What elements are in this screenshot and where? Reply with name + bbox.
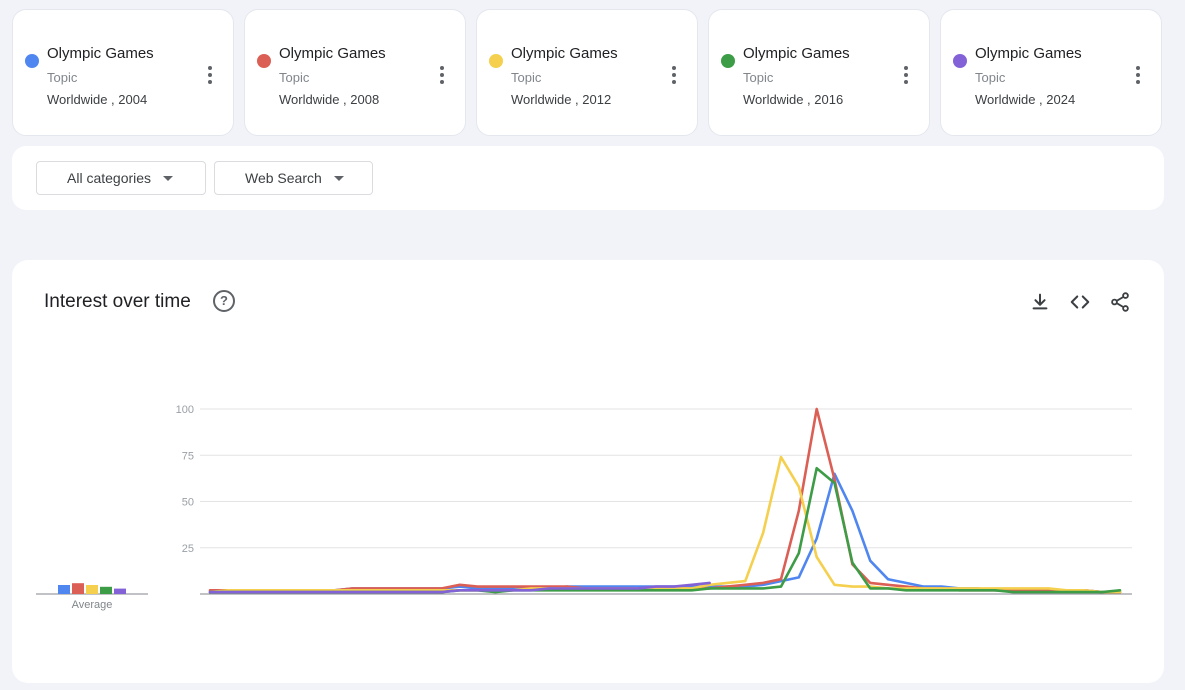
series-line [208, 466, 1122, 594]
term-card[interactable]: Olympic Games Topic Worldwide , 2024 [940, 9, 1162, 136]
category-dropdown-label: All categories [67, 170, 152, 186]
term-region-period: Worldwide , 2004 [47, 92, 148, 107]
term-name: Olympic Games [511, 45, 618, 62]
filter-bar: All categories Web Search [12, 146, 1164, 210]
y-tick-label: 75 [182, 450, 194, 462]
chevron-down-icon [163, 175, 174, 181]
term-type: Topic [743, 70, 774, 85]
category-dropdown[interactable]: All categories [36, 161, 206, 195]
search-type-dropdown-label: Web Search [245, 170, 322, 186]
term-type: Topic [47, 70, 78, 85]
compare-section: Olympic Games Topic Worldwide , 2004 Olympi… [0, 0, 1185, 233]
term-region-period: Worldwide , 2008 [279, 92, 380, 107]
term-card[interactable]: Olympic Games Topic Worldwide , 2012 [476, 9, 698, 136]
series-color-dot [25, 54, 39, 68]
term-type: Topic [975, 70, 1006, 85]
average-bar [72, 583, 84, 594]
term-name: Olympic Games [279, 45, 386, 62]
y-tick-label: 100 [176, 404, 194, 416]
series-line [208, 455, 1122, 594]
search-type-dropdown[interactable]: Web Search [214, 161, 373, 195]
more-vert-icon[interactable] [903, 66, 909, 84]
term-type: Topic [511, 70, 542, 85]
average-bar [86, 585, 98, 594]
term-card[interactable]: Olympic Games Topic Worldwide , 2004 [12, 9, 234, 136]
share-icon[interactable] [1109, 291, 1131, 313]
interest-over-time-panel: Interest over time ? 100 75 50 25 Average [12, 260, 1164, 683]
term-type: Topic [279, 70, 310, 85]
y-tick-label: 25 [182, 543, 194, 555]
series-color-dot [257, 54, 271, 68]
term-region-period: Worldwide , 2024 [975, 92, 1076, 107]
more-vert-icon[interactable] [207, 66, 213, 84]
term-card[interactable]: Olympic Games Topic Worldwide , 2008 [244, 9, 466, 136]
series-line [208, 581, 711, 594]
embed-code-icon[interactable] [1069, 291, 1091, 313]
series-line [208, 407, 1122, 594]
series-color-dot [953, 54, 967, 68]
series-color-dot [489, 54, 503, 68]
help-circle-icon[interactable]: ? [213, 290, 235, 312]
interest-chart: 100 75 50 25 Average [36, 404, 1132, 611]
average-bar [58, 585, 70, 594]
y-tick-label: 50 [182, 497, 194, 509]
term-card[interactable]: Olympic Games Topic Worldwide , 2016 [708, 9, 930, 136]
term-region-period: Worldwide , 2016 [743, 92, 844, 107]
term-name: Olympic Games [47, 45, 154, 62]
term-name: Olympic Games [975, 45, 1082, 62]
average-bar [114, 588, 126, 594]
series-line [208, 472, 1122, 594]
download-icon[interactable] [1029, 291, 1051, 313]
average-label: Average [72, 599, 113, 611]
panel-title: Interest over time [44, 291, 191, 312]
average-bar [100, 586, 112, 594]
chevron-down-icon [333, 175, 344, 181]
more-vert-icon[interactable] [671, 66, 677, 84]
term-name: Olympic Games [743, 45, 850, 62]
series-color-dot [721, 54, 735, 68]
more-vert-icon[interactable] [439, 66, 445, 84]
term-region-period: Worldwide , 2012 [511, 92, 612, 107]
more-vert-icon[interactable] [1135, 66, 1141, 84]
